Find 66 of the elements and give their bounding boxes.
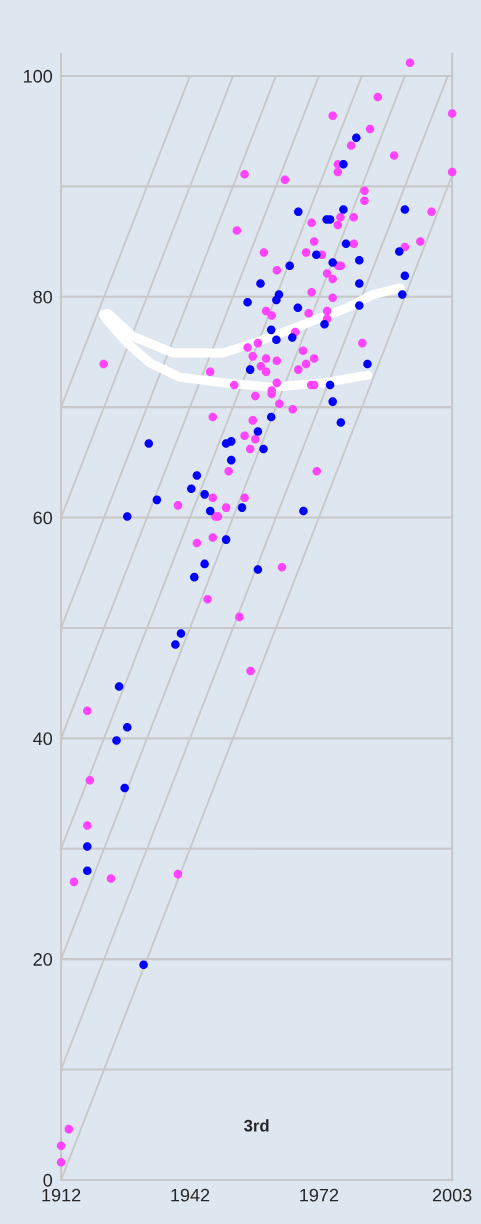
point [187, 484, 196, 494]
point [299, 506, 308, 516]
point [266, 325, 276, 335]
point [253, 565, 263, 574]
point [398, 290, 407, 299]
point [325, 380, 335, 390]
point [253, 427, 263, 436]
point [226, 437, 236, 446]
point [171, 640, 180, 649]
point [395, 247, 404, 256]
point [114, 682, 124, 691]
point [120, 783, 129, 793]
point [288, 333, 297, 342]
point [328, 258, 337, 267]
point [339, 159, 348, 169]
point [355, 279, 364, 288]
x-tick-label: 1972 [300, 1188, 339, 1202]
point [355, 301, 364, 310]
point [83, 866, 92, 876]
point [400, 271, 410, 281]
point [245, 365, 255, 374]
point [122, 512, 132, 521]
y-tick-label: 20 [33, 953, 53, 966]
point [266, 412, 276, 422]
point [190, 572, 199, 582]
point [363, 359, 372, 369]
x-tick-label: 1912 [42, 1188, 81, 1202]
y-tick-label: 0 [43, 1173, 53, 1187]
point [256, 279, 265, 288]
point [200, 559, 209, 569]
y-tick-label: 100 [24, 69, 53, 83]
x-tick-label: 2003 [432, 1188, 472, 1202]
point [139, 960, 148, 969]
point [144, 439, 154, 448]
point [341, 239, 351, 249]
point [205, 506, 215, 516]
point [352, 133, 361, 143]
point [237, 503, 247, 512]
point [243, 297, 252, 307]
point [259, 444, 268, 454]
point [328, 397, 337, 406]
point [200, 490, 209, 499]
point [336, 418, 346, 427]
point [122, 723, 132, 732]
point [312, 250, 321, 260]
point [112, 736, 121, 745]
point [294, 207, 303, 217]
y-tick-label: 60 [33, 511, 53, 525]
point [320, 320, 329, 329]
point [192, 471, 202, 480]
point [83, 842, 92, 851]
point [152, 495, 162, 505]
point [272, 335, 281, 345]
point [339, 205, 348, 214]
point [272, 295, 281, 305]
x-tick-label: 1942 [171, 1188, 210, 1202]
annotation: 3rd [244, 1119, 269, 1132]
point [355, 256, 364, 265]
point [293, 303, 303, 313]
point [221, 535, 231, 544]
point [285, 261, 294, 271]
point [176, 629, 186, 638]
point [400, 205, 410, 214]
y-tick-label: 80 [33, 290, 53, 304]
point [226, 455, 236, 465]
y-tick-label: 40 [33, 732, 53, 746]
